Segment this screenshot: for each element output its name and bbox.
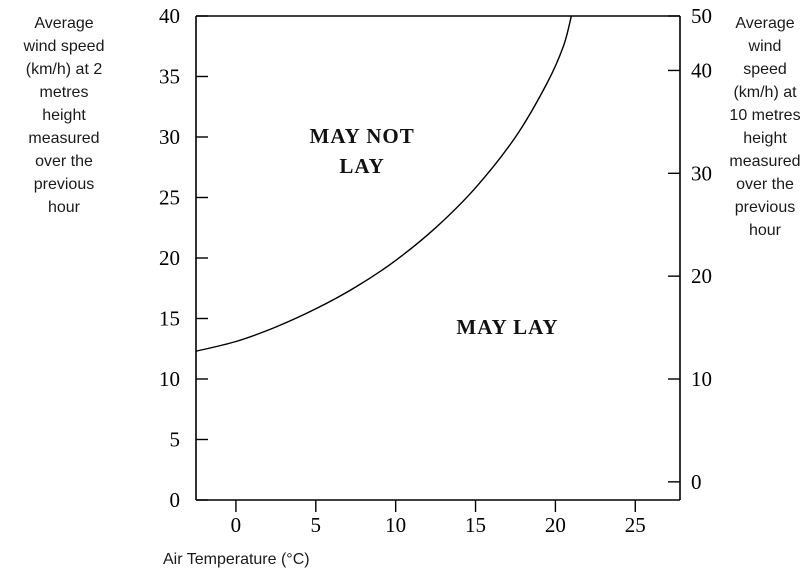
right-axis-label-line: 10 metres [729, 107, 800, 124]
left-tick-label: 40 [159, 4, 180, 28]
bottom-tick-label: 25 [625, 513, 646, 537]
right-axis-label: Average wind speed (km/h) at 10 metres height… [729, 15, 800, 239]
right-axis-label-line: (km/h) at [733, 84, 797, 101]
right-tick-label: 20 [691, 264, 712, 288]
bottom-tick-label: 20 [545, 513, 566, 537]
right-tick-label: 30 [691, 161, 712, 185]
left-axis-label-line: Average [34, 15, 93, 32]
bottom-tick-label: 5 [311, 513, 322, 537]
right-axis-label-line: over the [736, 176, 794, 193]
bottom-tick-label: 10 [385, 513, 406, 537]
right-axis-label-line: hour [749, 222, 782, 239]
bottom-tick-label: 0 [231, 513, 242, 537]
region-label-line: MAY LAY [456, 315, 558, 339]
left-axis-ticks: 0 5 10 15 20 25 30 35 40 [159, 4, 208, 512]
right-tick-label: 0 [691, 470, 702, 494]
left-tick-label: 15 [159, 307, 180, 331]
right-tick-label: 40 [691, 58, 712, 82]
region-label-line: MAY NOT [310, 124, 415, 148]
bottom-axis-ticks: 0 5 10 15 20 25 [231, 500, 646, 537]
left-axis-label-line: height [42, 107, 86, 124]
x-axis-label: Air Temperature (°C) [163, 551, 310, 568]
region-annotations: MAY NOT LAY MAY LAY [310, 124, 558, 339]
right-axis-label-line: wind [748, 38, 782, 55]
left-axis-label-line: previous [34, 176, 94, 193]
right-axis-label-line: previous [735, 199, 795, 216]
boundary-curve [195, 15, 573, 352]
left-tick-label: 0 [170, 488, 181, 512]
left-tick-label: 25 [159, 186, 180, 210]
right-axis-label-line: height [743, 130, 787, 147]
left-tick-label: 5 [170, 428, 181, 452]
left-axis-label-line: metres [40, 84, 89, 101]
bottom-tick-label: 15 [465, 513, 486, 537]
may-lay-label: MAY LAY [456, 315, 558, 339]
left-tick-label: 20 [159, 246, 180, 270]
left-axis-label-line: (km/h) at 2 [26, 61, 103, 78]
left-axis-label-line: wind speed [23, 38, 105, 55]
may-not-lay-label: MAY NOT LAY [310, 124, 415, 178]
left-axis-label-line: over the [35, 153, 93, 170]
right-tick-label: 50 [691, 4, 712, 28]
right-axis-label-line: speed [743, 61, 787, 78]
right-axis-label-line: measured [729, 153, 800, 170]
left-tick-label: 30 [159, 125, 180, 149]
left-tick-label: 35 [159, 65, 180, 89]
right-tick-label: 10 [691, 367, 712, 391]
left-tick-label: 10 [159, 367, 180, 391]
right-axis-ticks: 0 10 20 30 40 50 [668, 4, 712, 494]
left-axis-label-line: hour [48, 199, 81, 216]
left-axis-label: Average wind speed (km/h) at 2 metres height… [23, 15, 105, 216]
right-axis-label-line: Average [735, 15, 794, 32]
left-axis-label-line: measured [28, 130, 99, 147]
region-label-line: LAY [339, 154, 384, 178]
